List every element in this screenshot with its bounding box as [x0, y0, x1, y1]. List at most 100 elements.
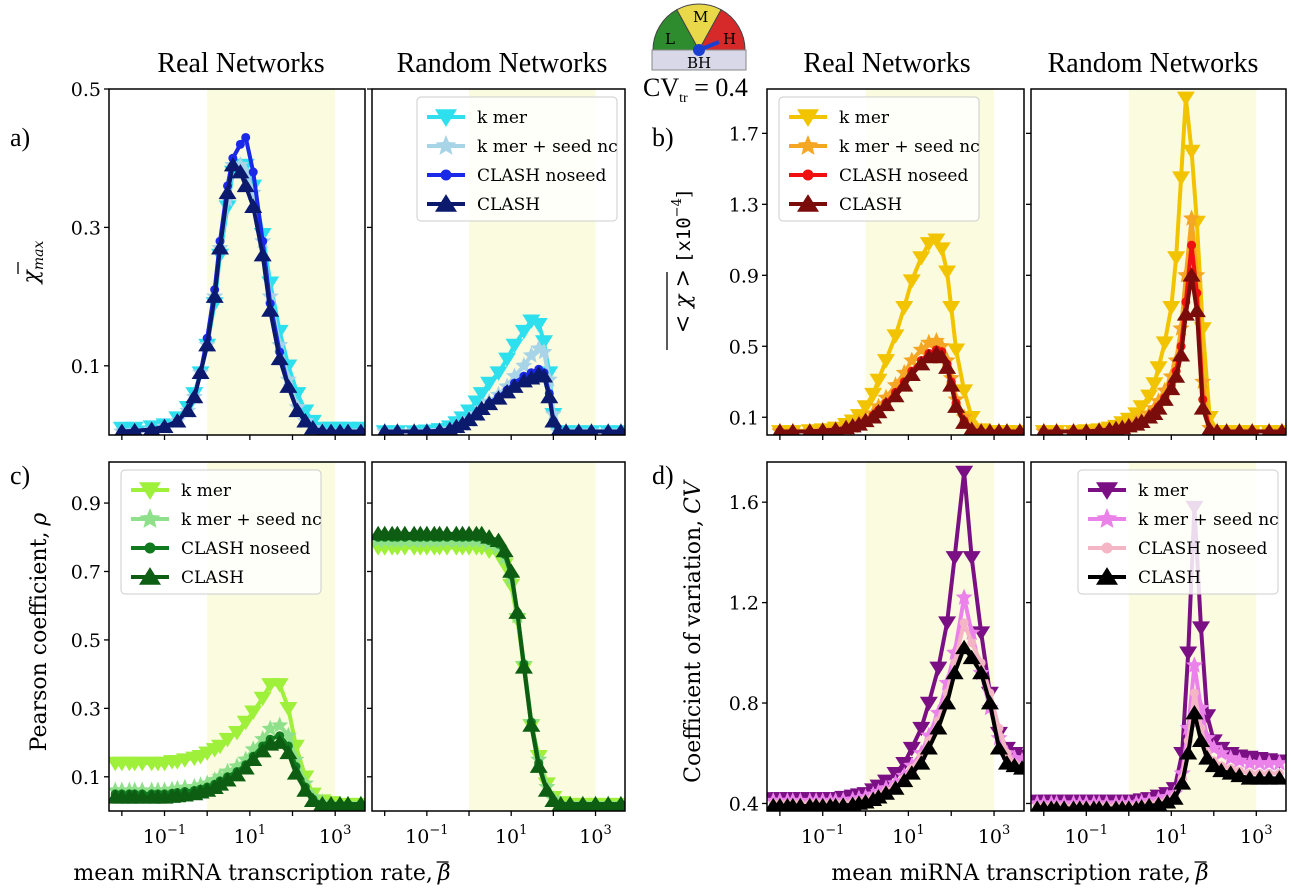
data-point [114, 423, 130, 435]
data-point [480, 376, 499, 392]
gauge-label: H [723, 30, 736, 48]
data-point [1167, 368, 1186, 383]
data-point [600, 423, 616, 435]
data-point [489, 532, 508, 547]
legend-entry: CLASH [839, 195, 902, 215]
data-point [211, 739, 230, 755]
data-point [495, 542, 514, 558]
data-point [529, 317, 548, 333]
y-tick-label: 1.2 [729, 593, 759, 615]
data-point [253, 691, 272, 707]
data-point [797, 135, 819, 155]
data-point [522, 370, 541, 385]
data-point [198, 336, 217, 352]
data-point [1209, 423, 1225, 435]
data-point [962, 649, 981, 665]
axes-frame [371, 461, 626, 812]
data-point [963, 421, 981, 435]
ylabel-a: χmax [17, 240, 47, 285]
data-point [584, 423, 599, 435]
data-point [976, 658, 986, 668]
data-point [508, 604, 527, 619]
data-point [248, 167, 258, 177]
gauge-icon: LMH BH [651, 3, 747, 72]
data-point [1167, 251, 1186, 266]
data-point [218, 184, 237, 200]
data-point [498, 352, 517, 367]
data-point [261, 719, 279, 737]
data-point [942, 300, 961, 316]
data-point [435, 194, 457, 212]
data-point [1198, 750, 1217, 765]
data-point [223, 157, 242, 172]
svg-text:< χ >[x10−4]: < χ >[x10−4] [670, 191, 696, 334]
data-point [244, 705, 263, 720]
data-point [127, 422, 143, 435]
gauge-label: L [665, 30, 675, 48]
data-point [967, 638, 977, 648]
data-point [1182, 144, 1201, 160]
data-point [929, 720, 948, 735]
legend-entry: k mer [477, 108, 528, 128]
data-point [270, 350, 289, 366]
legend-entry: k mer + seed nc [839, 137, 980, 157]
data-point [231, 163, 250, 179]
data-point [886, 780, 905, 795]
ylabel-d: Coefficient of variation,CV [681, 479, 706, 783]
data-point [144, 542, 156, 554]
panel-d-random: 10−1 101 103 k mer k mer + seed nc CLASH nose… [1026, 461, 1287, 848]
data-point [1232, 423, 1247, 435]
data-point [529, 758, 548, 773]
axes-frame [371, 88, 626, 436]
data-point [980, 694, 999, 710]
data-point [1172, 171, 1191, 186]
data-point [1140, 389, 1159, 405]
data-point [514, 659, 533, 674]
data-point [1162, 300, 1181, 316]
data-point [1149, 400, 1168, 415]
data-point [959, 618, 969, 628]
data-point [1145, 377, 1164, 392]
data-point [1162, 380, 1181, 396]
data-point [235, 139, 245, 149]
data-point [876, 396, 895, 412]
data-point [772, 423, 788, 435]
data-point [869, 789, 888, 804]
x-tick-label: 103 [978, 823, 1010, 848]
data-point [1155, 391, 1174, 406]
y-tick-label: 0.4 [729, 793, 759, 815]
data-point [586, 796, 605, 811]
data-point [489, 366, 508, 381]
y-tick-label: 0.3 [71, 698, 101, 720]
data-point [962, 551, 981, 566]
data-point [544, 413, 563, 428]
gauge-low-segment [652, 9, 700, 51]
data-point [241, 132, 251, 142]
data-point [955, 384, 974, 399]
legend: k mer k mer + seed nc CLASH noseed CLASH [1077, 469, 1279, 595]
data-point [599, 796, 618, 811]
x-tick-label: 103 [319, 823, 351, 848]
data-point [1189, 688, 1199, 698]
data-point [211, 776, 230, 791]
data-point [244, 198, 263, 213]
panel-b-real: 0.1 0.5 0.9 1.3 1.7 k mer k mer + seed nc CLASH… [729, 88, 1025, 440]
data-point [1165, 790, 1184, 805]
data-point [989, 740, 1008, 755]
y-tick-label: 0.5 [71, 79, 101, 101]
y-tick-label: 0.5 [71, 630, 101, 652]
axes-frame [108, 461, 366, 812]
data-point [938, 694, 957, 710]
data-point [540, 388, 559, 404]
axes-frame [1030, 461, 1287, 812]
y-tick-label: 1.7 [729, 123, 759, 145]
data-point [1192, 732, 1210, 747]
data-point [1057, 800, 1071, 811]
legend: k mer k mer + seed nc CLASH noseed CLASH [778, 96, 980, 222]
data-point [1013, 760, 1024, 775]
data-point [955, 465, 974, 481]
cv-label: CVtr = 0.4 [643, 73, 748, 106]
y-tick-label: 0.9 [729, 265, 759, 287]
data-point [938, 616, 957, 631]
